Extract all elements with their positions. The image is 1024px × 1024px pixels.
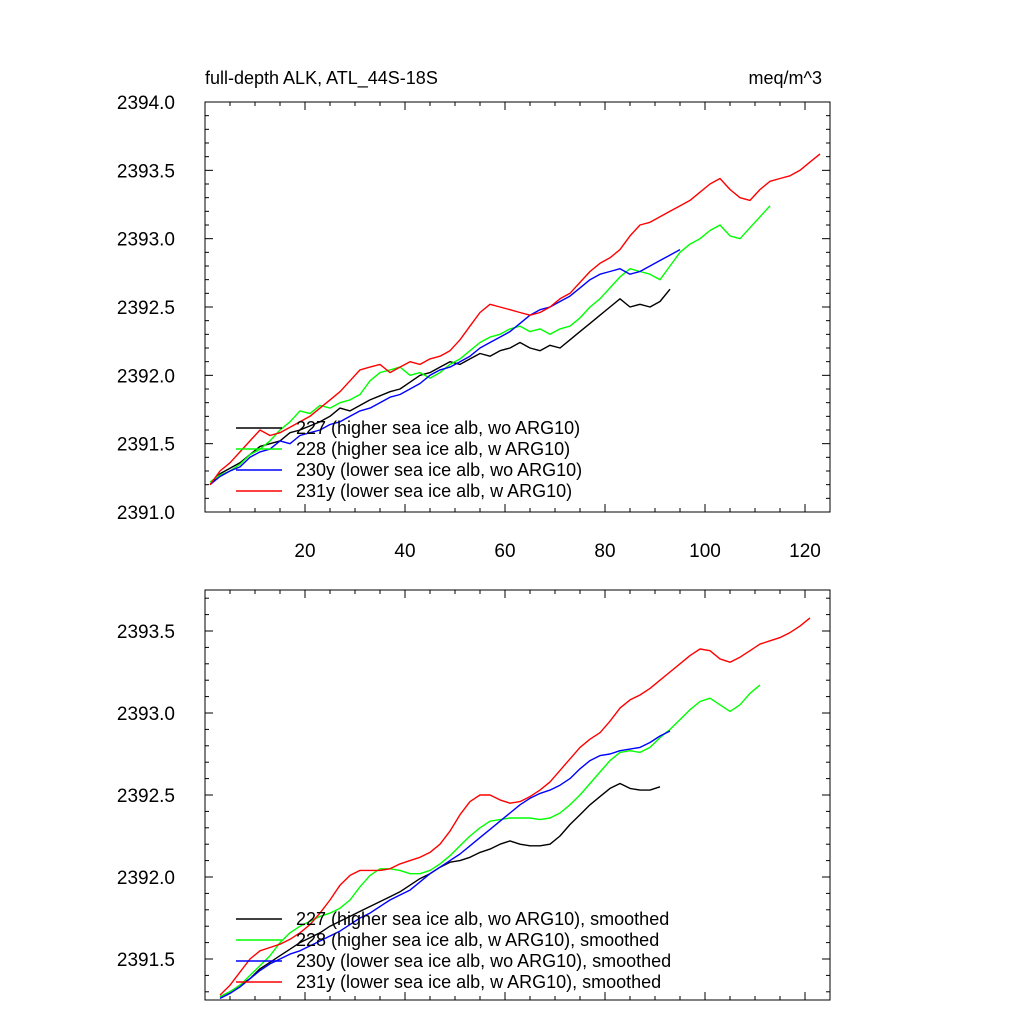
x-axis-tick-labels: 20 40 60 80 100 120 [294,541,820,562]
y-tick-label: 2394.0 [117,93,175,114]
x-tick-label: 80 [594,541,615,562]
y-tick-label: 2391.5 [117,435,175,456]
chart-panel-bottom: 2391.5 2392.0 2392.5 2393.0 2393.5 227 (high… [117,589,831,1001]
y-tick-label: 2392.0 [117,366,175,387]
series-line [219,730,671,1000]
series-line [209,153,821,486]
legend-label: 231y (lower sea ice alb, w ARG10) [296,481,572,501]
series-line [219,684,761,998]
plot-frame [204,589,831,1001]
legend-label: 230y (lower sea ice alb, wo ARG10), smoo… [296,951,671,971]
legend: 227 (higher sea ice alb, wo ARG10), smoo… [236,909,671,992]
legend-label: 228 (higher sea ice alb, w ARG10), smoot… [296,930,659,950]
legend-label: 227 (higher sea ice alb, wo ARG10) [296,418,580,438]
legend: 227 (higher sea ice alb, wo ARG10)228 (h… [236,418,582,501]
y-tick-label: 2391.0 [117,503,175,524]
x-tick-label: 40 [394,541,415,562]
chart-title: full-depth ALK, ATL_44S-18S [205,68,438,89]
units-label: meq/m^3 [749,68,822,88]
series-line [209,205,771,483]
y-tick-label: 2392.5 [117,786,175,807]
series-group [209,153,821,486]
x-tick-label: 60 [494,541,515,562]
y-axis-tick-labels: 2391.0 2391.5 2392.0 2392.5 2393.0 2393.5 2394… [117,93,175,524]
legend-label: 230y (lower sea ice alb, wo ARG10) [296,460,582,480]
x-tick-label: 20 [294,541,315,562]
y-tick-label: 2392.5 [117,298,175,319]
series-line [209,288,671,486]
legend-label: 231y (lower sea ice alb, w ARG10), smoot… [296,972,661,992]
y-tick-label: 2393.0 [117,230,175,251]
chart-panel-top: full-depth ALK, ATL_44S-18S meq/m^3 2391… [117,68,831,562]
x-tick-label: 100 [689,541,721,562]
y-tick-label: 2393.5 [117,622,175,643]
y-tick-label: 2392.0 [117,868,175,889]
y-tick-label: 2391.5 [117,950,175,971]
y-tick-label: 2393.5 [117,161,175,182]
legend-label: 228 (higher sea ice alb, w ARG10) [296,439,570,459]
x-tick-label: 120 [789,541,821,562]
y-axis-tick-labels: 2391.5 2392.0 2392.5 2393.0 2393.5 [117,622,175,971]
series-line [209,248,681,486]
plot-frame [204,101,831,513]
series-line [219,617,811,996]
legend-label: 227 (higher sea ice alb, wo ARG10), smoo… [296,909,669,929]
y-tick-label: 2393.0 [117,704,175,725]
axis-ticks [205,590,830,1000]
series-group [219,617,811,1000]
